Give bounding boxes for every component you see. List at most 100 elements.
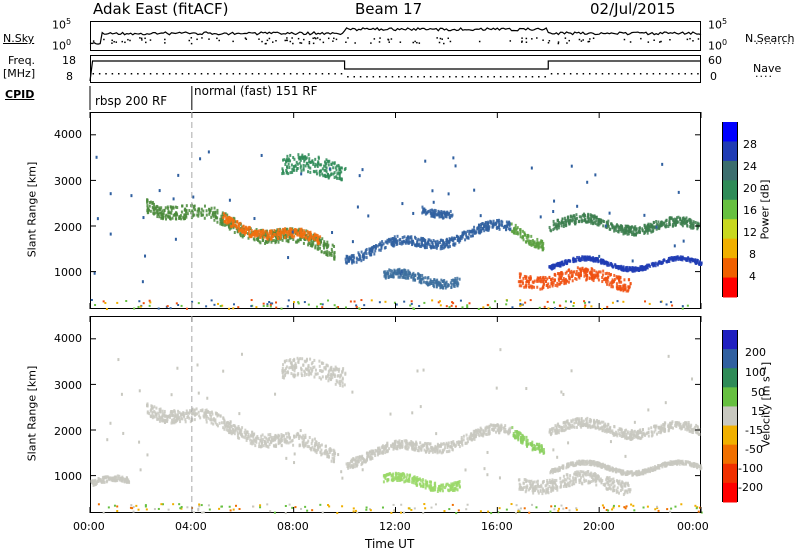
data-cell <box>596 273 599 277</box>
data-cell <box>255 440 258 444</box>
data-cell <box>677 190 680 194</box>
data-cell <box>628 285 631 289</box>
data-cell <box>535 447 538 451</box>
power-ytick-2000: 2000 <box>54 221 82 234</box>
data-cell <box>466 304 469 307</box>
data-cell <box>393 476 396 480</box>
data-cell <box>563 279 566 283</box>
data-cell <box>180 210 183 214</box>
data-cell <box>183 214 186 218</box>
data-cell <box>149 209 152 213</box>
data-cell <box>395 303 398 306</box>
data-cell <box>292 237 295 241</box>
data-cell <box>169 307 172 310</box>
data-cell <box>225 422 228 426</box>
data-cell <box>457 235 460 239</box>
data-cell <box>565 281 568 285</box>
data-cell <box>424 243 427 247</box>
data-cell <box>552 488 555 492</box>
data-cell <box>629 282 632 286</box>
data-cell <box>552 228 555 232</box>
data-cell <box>301 442 304 446</box>
data-cell <box>318 239 321 243</box>
data-cell <box>606 480 609 484</box>
data-cell <box>259 444 262 448</box>
data-cell <box>458 237 461 241</box>
data-cell <box>164 214 167 218</box>
data-cell <box>454 443 457 447</box>
data-cell <box>623 482 626 486</box>
data-cell <box>317 444 320 448</box>
data-cell <box>285 439 288 443</box>
data-cell <box>502 426 505 430</box>
data-cell <box>533 443 536 447</box>
data-cell <box>299 227 302 231</box>
data-cell <box>203 204 206 208</box>
data-cell <box>613 488 616 492</box>
data-cell <box>610 478 613 482</box>
data-cell <box>625 481 628 485</box>
data-cell <box>569 271 572 275</box>
data-cell <box>267 240 270 244</box>
data-cell <box>297 153 300 157</box>
data-cell <box>577 472 580 476</box>
data-cell <box>612 481 615 485</box>
data-cell <box>597 278 600 282</box>
data-cell <box>307 165 310 169</box>
data-cell <box>594 275 597 279</box>
data-cell <box>458 277 461 281</box>
data-cell <box>300 169 303 173</box>
data-cell <box>323 251 326 255</box>
data-cell <box>162 414 165 418</box>
data-cell <box>486 426 489 430</box>
data-cell <box>262 302 265 305</box>
data-cell <box>681 307 684 310</box>
data-cell <box>522 238 525 242</box>
nave-tick-high: 60 <box>708 54 722 67</box>
data-cell <box>512 431 515 435</box>
data-cell <box>360 259 363 263</box>
data-cell <box>504 424 507 428</box>
data-cell <box>646 231 649 235</box>
data-cell <box>517 435 520 439</box>
data-cell <box>445 241 448 245</box>
data-cell <box>261 438 264 442</box>
data-cell <box>442 442 445 446</box>
data-cell <box>675 216 678 220</box>
data-cell <box>404 444 407 448</box>
data-cell <box>277 434 280 438</box>
data-cell <box>303 235 306 239</box>
data-cell <box>699 464 702 468</box>
data-cell <box>641 227 644 231</box>
data-cell <box>197 302 200 305</box>
data-cell <box>568 477 571 481</box>
data-cell <box>487 429 490 433</box>
data-cell <box>521 229 524 233</box>
data-cell <box>178 215 181 219</box>
data-cell <box>571 279 574 283</box>
data-cell <box>401 236 404 240</box>
data-cell <box>670 301 673 304</box>
data-cell <box>382 242 385 246</box>
data-cell <box>536 443 539 447</box>
data-cell <box>477 225 480 229</box>
data-cell <box>213 212 216 216</box>
data-cell <box>397 472 400 476</box>
data-cell <box>273 239 276 243</box>
data-cell <box>559 272 562 276</box>
data-cell <box>369 450 372 454</box>
data-cell <box>348 461 351 465</box>
data-cell <box>146 403 149 407</box>
data-cell <box>430 449 433 453</box>
data-cell <box>205 417 208 421</box>
data-cell <box>431 279 434 283</box>
data-cell <box>539 449 542 453</box>
data-cell <box>577 470 580 474</box>
data-cell <box>394 474 397 478</box>
data-cell <box>498 221 501 225</box>
data-cell <box>292 443 295 447</box>
data-cell <box>548 275 551 279</box>
data-cell <box>550 486 553 490</box>
data-cell <box>153 410 156 414</box>
